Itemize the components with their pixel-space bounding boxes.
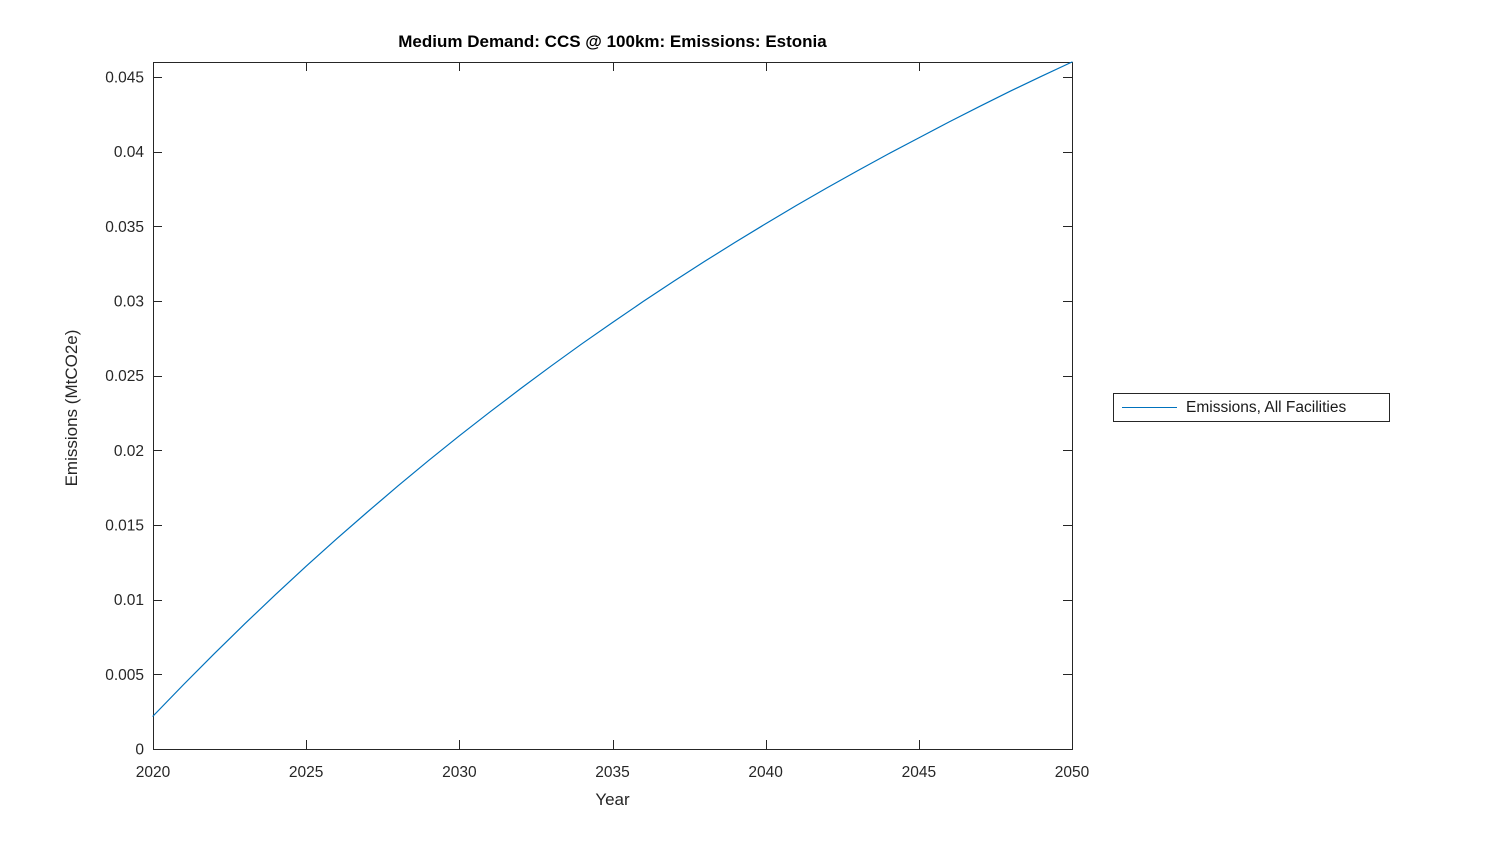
y-tick-label: 0.025 xyxy=(105,368,144,385)
y-tick-label: 0.03 xyxy=(114,293,144,310)
y-tick-label: 0.04 xyxy=(114,144,145,161)
legend: Emissions, All Facilities xyxy=(1113,393,1390,422)
y-tick-label: 0.045 xyxy=(105,69,144,86)
chart-title: Medium Demand: CCS @ 100km: Emissions: E… xyxy=(398,32,827,51)
x-tick-label: 2030 xyxy=(442,764,477,781)
legend-line-sample xyxy=(1122,407,1177,408)
y-tick-label: 0.02 xyxy=(114,443,144,460)
series-line xyxy=(152,61,1073,717)
x-tick-label: 2050 xyxy=(1055,764,1090,781)
y-axis-label: Emissions (MtCO2e) xyxy=(62,329,81,487)
x-tick-label: 2025 xyxy=(289,764,323,781)
x-axis-label: Year xyxy=(595,790,630,809)
legend-entry-label: Emissions, All Facilities xyxy=(1186,398,1347,416)
x-tick-label: 2035 xyxy=(595,764,629,781)
y-tick-label: 0.005 xyxy=(105,667,144,684)
y-tick-label: 0.01 xyxy=(114,592,144,609)
axes-frame xyxy=(153,62,1073,750)
y-tick-label: 0.015 xyxy=(105,517,144,534)
x-tick-label: 2040 xyxy=(748,764,783,781)
y-tick-label: 0 xyxy=(135,742,144,759)
x-tick-label: 2020 xyxy=(136,764,171,781)
x-tick-label: 2045 xyxy=(902,764,936,781)
y-tick-label: 0.035 xyxy=(105,219,144,236)
